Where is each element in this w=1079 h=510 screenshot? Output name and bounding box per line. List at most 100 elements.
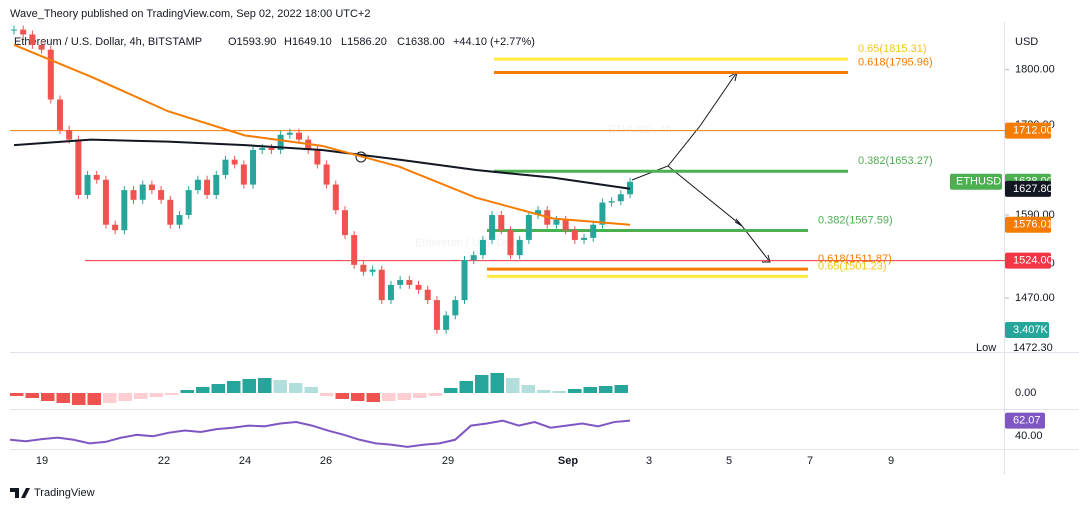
macd-bar bbox=[444, 388, 458, 393]
ema-line bbox=[13, 43, 631, 226]
macd-bar bbox=[211, 384, 225, 393]
currency: USD bbox=[1015, 36, 1038, 48]
candle bbox=[498, 215, 505, 231]
macd-bar bbox=[289, 383, 303, 393]
candle bbox=[525, 215, 532, 240]
macd-bar bbox=[103, 393, 117, 403]
candle bbox=[47, 49, 54, 100]
candle bbox=[56, 99, 63, 130]
candle bbox=[581, 237, 588, 240]
macd-bar bbox=[227, 381, 241, 393]
candle bbox=[599, 202, 606, 225]
x-tick-label: 5 bbox=[726, 455, 732, 467]
low-tag-label: 1472.30 bbox=[1013, 342, 1053, 354]
candle bbox=[11, 29, 17, 31]
candle bbox=[222, 159, 229, 175]
fib-label: 0.618(1795.96) bbox=[858, 56, 933, 68]
candle bbox=[20, 29, 27, 35]
macd-bar bbox=[149, 393, 163, 397]
y-tick-label: 0.00 bbox=[1015, 387, 1036, 399]
arrow-head bbox=[762, 254, 771, 263]
candle bbox=[250, 149, 257, 185]
macd-bar bbox=[537, 390, 551, 393]
macd-bar bbox=[475, 375, 489, 393]
candle bbox=[424, 289, 431, 301]
footer-brand: TradingView bbox=[34, 487, 95, 499]
legend-symbol: Ethereum / U.S. Dollar, 4h, BITSTAMP bbox=[14, 36, 202, 48]
candle bbox=[479, 239, 486, 256]
price-tag-bg bbox=[1005, 252, 1051, 269]
candle bbox=[314, 149, 321, 165]
candle bbox=[268, 147, 275, 150]
macd-bar bbox=[87, 393, 101, 405]
candle bbox=[516, 239, 523, 256]
candle bbox=[590, 224, 597, 238]
candle bbox=[158, 190, 165, 200]
candle bbox=[102, 179, 109, 225]
price-tag: 1712.00 bbox=[1013, 125, 1053, 137]
fib-label: 0.65(1815.31) bbox=[858, 43, 927, 55]
fib-label: 0.618(1511.87) bbox=[818, 253, 892, 265]
rsi-line bbox=[9, 419, 631, 448]
candle bbox=[351, 235, 358, 265]
macd-bar bbox=[134, 393, 148, 399]
candle bbox=[433, 300, 440, 330]
price-tag-bg bbox=[1005, 122, 1051, 139]
candle bbox=[84, 174, 91, 195]
candle bbox=[378, 269, 385, 301]
candle bbox=[608, 201, 615, 203]
candle bbox=[213, 174, 220, 195]
macd-bar bbox=[521, 385, 535, 393]
candle bbox=[332, 184, 339, 211]
y-tick-label: 40.00 bbox=[1015, 430, 1043, 442]
candle bbox=[507, 230, 514, 256]
macd-bar bbox=[72, 393, 86, 405]
x-tick-label: 26 bbox=[320, 455, 332, 467]
x-tick-label: 29 bbox=[442, 455, 454, 467]
price-tag: 1627.80 bbox=[1013, 183, 1053, 195]
candle bbox=[562, 219, 569, 231]
candle bbox=[121, 190, 128, 231]
candle bbox=[369, 269, 376, 272]
macd-bar bbox=[552, 391, 566, 393]
fib-label: 0.65(1501.23) bbox=[818, 260, 887, 272]
x-tick-label: 7 bbox=[807, 455, 813, 467]
candle bbox=[194, 179, 201, 191]
macd-bar bbox=[320, 393, 334, 396]
macd-bar bbox=[506, 378, 520, 393]
macd-bar bbox=[258, 378, 272, 393]
y-tick-label: 1470.00 bbox=[1015, 292, 1055, 304]
macd-bar bbox=[428, 393, 442, 396]
price-tag-bg bbox=[1005, 180, 1051, 197]
candle bbox=[341, 210, 348, 236]
rsi-tag-bg bbox=[1005, 412, 1045, 429]
candle bbox=[415, 284, 422, 290]
legend-high: H1649.10 bbox=[284, 36, 332, 48]
candle bbox=[470, 255, 477, 260]
macd-bar bbox=[459, 381, 473, 393]
macd-bar bbox=[196, 387, 210, 393]
candle bbox=[66, 129, 73, 140]
candle bbox=[240, 164, 247, 185]
candle bbox=[139, 184, 146, 200]
candle bbox=[204, 179, 211, 195]
candle bbox=[167, 199, 174, 225]
candle bbox=[571, 230, 578, 240]
publisher-line: Wave_Theory published on TradingView.com… bbox=[10, 8, 370, 20]
price-tag: 1576.01 bbox=[1013, 219, 1053, 231]
candle bbox=[461, 259, 468, 301]
candle bbox=[176, 215, 183, 225]
legend: Ethereum / U.S. Dollar, 4h, BITSTAMP O15… bbox=[14, 36, 535, 48]
macd-bar bbox=[351, 393, 365, 401]
x-tick-label: 9 bbox=[888, 455, 894, 467]
macd-bar bbox=[599, 386, 613, 393]
legend-open: O1593.90 bbox=[228, 36, 276, 48]
volume-tag-bg bbox=[1005, 322, 1049, 338]
candle bbox=[296, 132, 303, 140]
macd-bar bbox=[335, 393, 349, 399]
macd-bar bbox=[41, 393, 55, 401]
price-tag-name-bg bbox=[950, 173, 1002, 190]
candle bbox=[553, 219, 560, 225]
candle bbox=[535, 210, 542, 216]
candle bbox=[286, 132, 293, 135]
